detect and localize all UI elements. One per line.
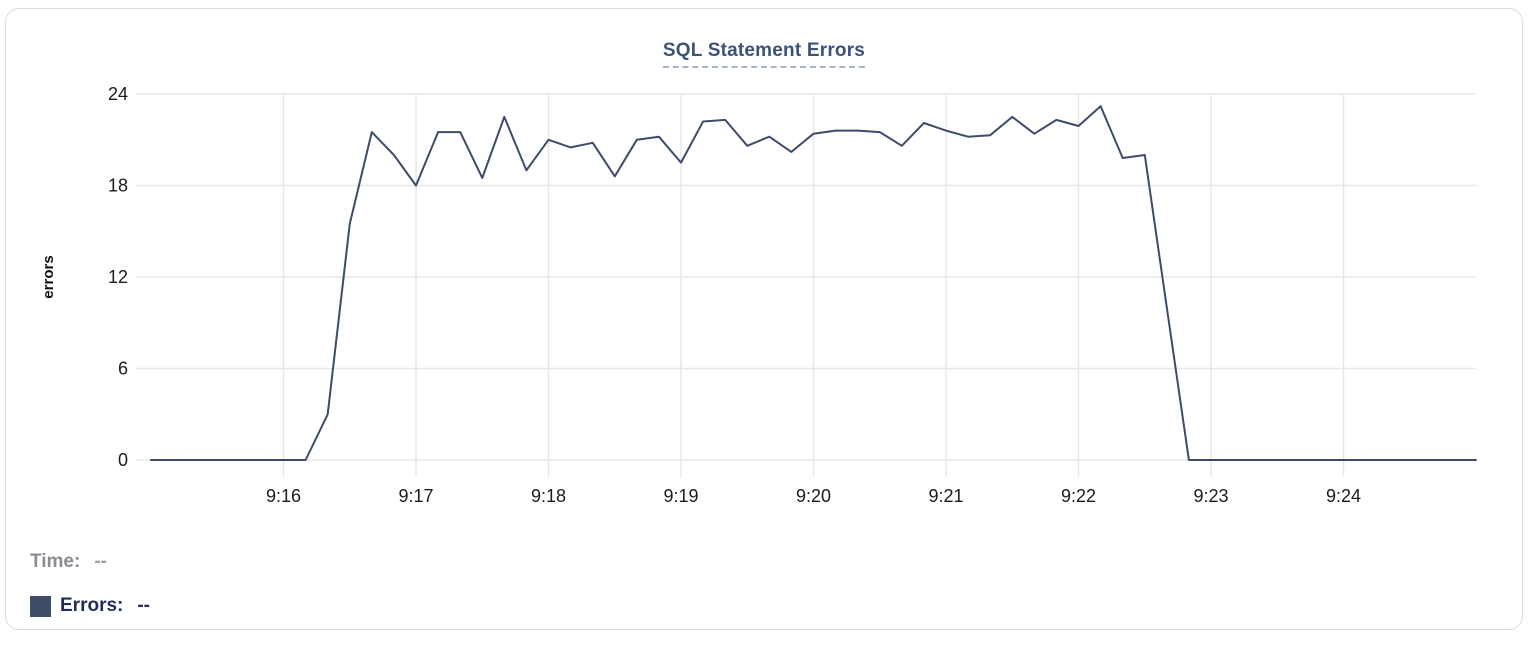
x-tick-label: 9:22 xyxy=(1061,486,1096,506)
errors-series-swatch-icon xyxy=(30,595,51,617)
errors-value: -- xyxy=(137,595,151,616)
y-tick-label: 12 xyxy=(108,267,128,287)
hover-legend: Time: -- Errors: -- xyxy=(30,550,150,618)
x-tick-label: 9:20 xyxy=(796,486,831,506)
errors-label: Errors: xyxy=(60,595,124,616)
y-axis-title: errors xyxy=(40,255,57,298)
series-line-errors xyxy=(150,105,1477,461)
time-value: -- xyxy=(94,551,107,572)
time-label: Time: xyxy=(30,551,81,572)
x-tick-label: 9:21 xyxy=(928,486,963,506)
y-tick-label: 0 xyxy=(118,450,128,470)
legend-row-errors: Errors: -- xyxy=(30,594,150,618)
y-tick-label: 18 xyxy=(108,176,128,196)
x-tick-label: 9:19 xyxy=(663,486,698,506)
x-tick-label: 9:17 xyxy=(398,486,433,506)
y-tick-label: 6 xyxy=(118,359,128,379)
x-tick-label: 9:24 xyxy=(1326,486,1361,506)
chart-canvas[interactable]: 0 6 12 18 24 9:16 9:17 9:18 9:19 9:20 9:21 9:22 9:23… xyxy=(6,69,1528,519)
x-tick-label: 9:16 xyxy=(266,486,301,506)
chart-title[interactable]: SQL Statement Errors xyxy=(662,40,866,68)
y-tick-label: 24 xyxy=(108,84,128,104)
x-tick-label: 9:23 xyxy=(1193,486,1228,506)
chart-card: SQL Statement Errors 0 6 12 18 24 9:16 9:17 9:1… xyxy=(5,8,1523,630)
x-tick-label: 9:18 xyxy=(531,486,566,506)
legend-row-time: Time: -- xyxy=(30,550,150,574)
